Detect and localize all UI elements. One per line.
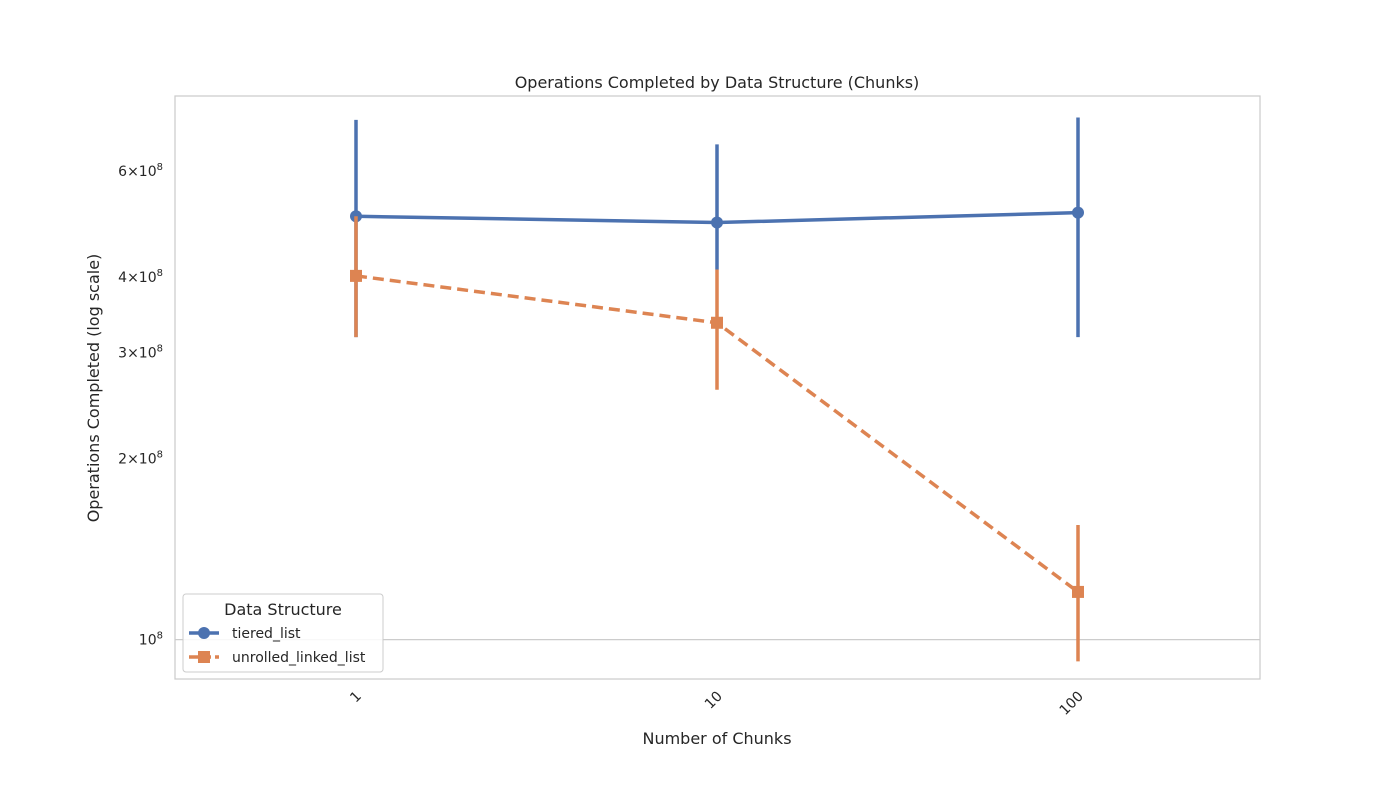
x-axis-label: Number of Chunks: [642, 729, 791, 748]
legend-entries: tiered_list unrolled_linked_list: [189, 626, 366, 666]
legend-label: tiered_list: [232, 626, 301, 642]
legend-box: [182, 593, 384, 673]
series-layer: [350, 117, 1084, 662]
legend-entry: unrolled_linked_list: [189, 650, 366, 666]
data-point-marker: [711, 316, 723, 329]
data-point-marker: [1072, 206, 1084, 219]
y-axis-ticks: 108 2×108 3×108 4×108 6×108: [118, 162, 163, 648]
series-unrolled_linked_list: [350, 216, 1084, 662]
y-tick-label: 4×108: [118, 268, 163, 286]
legend-title: Data Structure: [224, 600, 342, 619]
y-tick-label: 2×108: [118, 449, 163, 467]
chart-title: Operations Completed by Data Structure (…: [515, 73, 920, 92]
data-point-marker: [711, 216, 723, 229]
legend-marker-square: [198, 651, 210, 663]
data-point-marker: [350, 269, 362, 282]
legend-entry: tiered_list: [189, 626, 301, 642]
legend-label: unrolled_linked_list: [232, 650, 366, 666]
legend: Data Structure tiered_list unrolled_linke…: [182, 593, 384, 673]
y-tick-label: 3×108: [118, 343, 163, 361]
data-point-marker: [1072, 585, 1084, 598]
legend-marker-circle: [198, 627, 210, 639]
plot-area-frame: [174, 95, 1261, 680]
y-axis-label: Operations Completed (log scale): [84, 254, 103, 523]
y-tick-label: 6×108: [118, 162, 163, 180]
y-tick-label: 108: [139, 631, 163, 649]
